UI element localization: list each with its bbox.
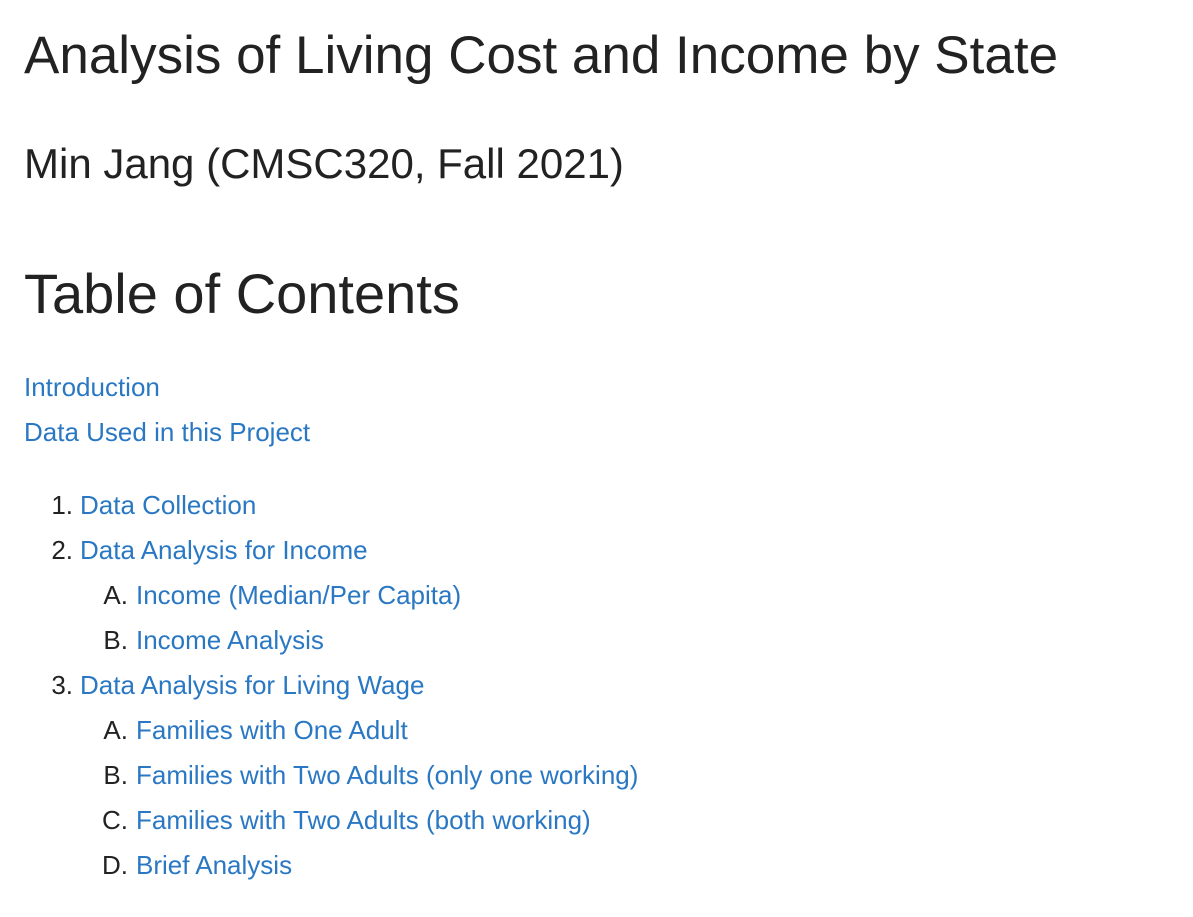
toc-link[interactable]: Data Collection xyxy=(80,490,257,520)
toc-link[interactable]: Data Analysis for Living Wage xyxy=(80,670,425,700)
toc-link[interactable]: Families with Two Adults (both working) xyxy=(136,805,591,835)
list-marker: 3. xyxy=(51,670,73,700)
list-marker: C. xyxy=(102,805,128,835)
toc-link[interactable]: Income (Median/Per Capita) xyxy=(136,580,462,610)
toc-link[interactable]: Families with Two Adults (only one worki… xyxy=(136,760,639,790)
toc-link[interactable]: Introduction xyxy=(24,372,160,402)
list-marker: 1. xyxy=(51,490,73,520)
list-marker: B. xyxy=(103,760,128,790)
toc-link[interactable]: Families with One Adult xyxy=(136,715,408,745)
list-marker: B. xyxy=(103,625,128,655)
toc-link[interactable]: Brief Analysis xyxy=(136,850,293,880)
toc-link[interactable]: Data Used in this Project xyxy=(24,417,311,447)
toc-link[interactable]: Data Analysis for Income xyxy=(80,535,368,565)
toc-link[interactable]: Income Analysis xyxy=(136,625,324,655)
list-marker: A. xyxy=(103,580,128,610)
list-marker: A. xyxy=(103,715,128,745)
list-marker: 2. xyxy=(51,535,73,565)
list-marker: D. xyxy=(102,850,128,880)
page-title: Analysis of Living Cost and Income by St… xyxy=(24,26,1059,85)
toc-heading: Table of Contents xyxy=(24,262,460,325)
page-subtitle: Min Jang (CMSC320, Fall 2021) xyxy=(24,140,624,187)
